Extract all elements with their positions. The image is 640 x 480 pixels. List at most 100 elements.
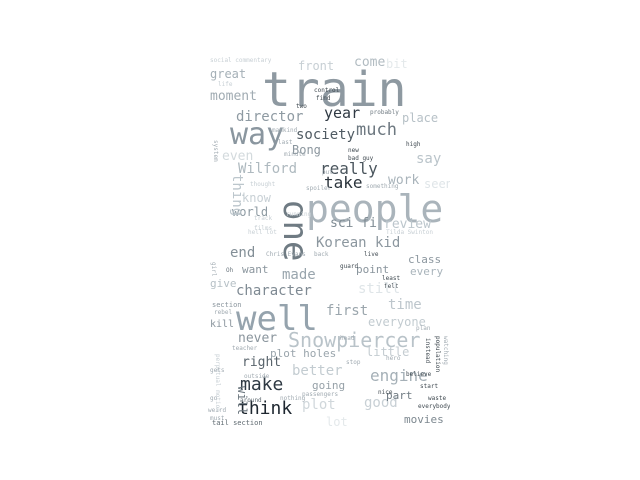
- cloud-word: right: [242, 355, 282, 370]
- cloud-word: lot: [326, 415, 348, 429]
- cloud-word: make: [240, 374, 284, 395]
- cloud-word: head: [340, 335, 355, 342]
- cloud-word: give: [210, 277, 237, 290]
- cloud-word: train: [262, 62, 407, 118]
- cloud-word: social commentary: [210, 57, 272, 64]
- cloud-word: nice: [378, 389, 393, 396]
- cloud-word: every: [410, 265, 444, 278]
- cloud-word: hero: [386, 355, 401, 362]
- cloud-word: minute: [284, 151, 306, 158]
- cloud-word: control: [314, 87, 340, 94]
- cloud-word: great: [210, 67, 247, 81]
- cloud-word: waste: [428, 395, 447, 402]
- cloud-word: rebel: [214, 309, 233, 316]
- cloud-word: mankind: [272, 127, 298, 134]
- cloud-word: thing: [229, 174, 245, 217]
- cloud-word: little: [366, 345, 410, 359]
- cloud-word: really: [320, 159, 378, 178]
- cloud-word: tail section: [212, 419, 263, 427]
- cloud-word: well: [236, 299, 318, 339]
- cloud-word: Tilda Swinton: [386, 229, 433, 236]
- cloud-word: part: [386, 389, 413, 402]
- cloud-word: gets: [210, 367, 225, 374]
- cloud-word: work: [388, 173, 420, 188]
- cloud-word: two: [296, 103, 307, 110]
- cloud-word: engine: [370, 366, 428, 385]
- cloud-word: thought: [250, 181, 276, 188]
- cloud-word: world: [232, 205, 269, 219]
- cloud-word: place: [402, 111, 439, 125]
- cloud-word: bit: [386, 57, 408, 71]
- cloud-word: start: [420, 383, 439, 390]
- cloud-word: bad guy: [348, 155, 374, 162]
- cloud-word: perpetual motion: [214, 354, 221, 412]
- cloud-word: believe: [406, 371, 432, 378]
- cloud-word: teacher: [232, 345, 258, 352]
- cloud-word: review: [384, 217, 431, 232]
- cloud-word: instead: [424, 338, 431, 364]
- cloud-word: good: [364, 395, 398, 411]
- cloud-word: must: [210, 415, 225, 422]
- cloud-word: back: [314, 251, 329, 258]
- cloud-word: say: [416, 151, 442, 167]
- cloud-word: plot holes: [270, 347, 337, 360]
- cloud-word: movies: [404, 413, 444, 426]
- cloud-word: go: [210, 395, 218, 402]
- cloud-word: time: [388, 297, 422, 313]
- word-cloud: train people one well way Snowpiercer think mak…: [206, 50, 450, 430]
- cloud-word: character: [236, 283, 312, 299]
- cloud-word: probably: [370, 109, 399, 116]
- cloud-word: think: [238, 398, 293, 419]
- cloud-word: felt: [384, 283, 399, 290]
- cloud-word: hell lot: [248, 229, 277, 236]
- cloud-word: track: [254, 215, 273, 222]
- cloud-word: something: [366, 183, 399, 190]
- cloud-word: seen: [424, 177, 450, 191]
- cloud-word: running: [286, 211, 312, 218]
- cloud-word: girl: [210, 262, 217, 277]
- cloud-word: live: [364, 251, 379, 258]
- cloud-word: kill: [210, 319, 235, 330]
- cloud-word: films: [254, 225, 273, 232]
- cloud-word: watching: [442, 336, 449, 365]
- cloud-word: life: [218, 81, 233, 88]
- cloud-word: take: [324, 173, 363, 192]
- cloud-word: come: [354, 55, 386, 70]
- cloud-word: never: [238, 331, 278, 346]
- cloud-word: want: [242, 263, 269, 276]
- cloud-word: nothing: [280, 395, 306, 402]
- cloud-word: even: [222, 149, 254, 164]
- cloud-word: passengers: [302, 391, 339, 398]
- cloud-word: plan: [416, 325, 431, 332]
- cloud-word: guard: [340, 263, 359, 270]
- cloud-word: new: [348, 147, 359, 154]
- cloud-word: Snowpiercer: [288, 328, 421, 352]
- cloud-word: Wilford: [238, 161, 298, 177]
- cloud-word: stop: [346, 359, 361, 366]
- cloud-word: least: [382, 275, 401, 282]
- cloud-word: going: [312, 379, 346, 392]
- cloud-word: made: [282, 267, 316, 283]
- cloud-word: moment: [210, 89, 257, 104]
- cloud-word: way: [230, 117, 285, 152]
- cloud-word: system: [212, 140, 219, 162]
- cloud-word: point: [356, 263, 390, 276]
- cloud-word: better: [292, 363, 343, 379]
- cloud-word: front: [298, 59, 335, 73]
- cloud-word: plot: [302, 397, 336, 413]
- cloud-word: population: [434, 336, 441, 373]
- cloud-word: everyone: [368, 315, 426, 329]
- cloud-word: around: [240, 397, 262, 404]
- cloud-word: put: [322, 169, 333, 176]
- cloud-word: sci fi: [330, 216, 377, 231]
- cloud-word: Bong: [292, 143, 321, 157]
- cloud-word: end: [230, 245, 256, 261]
- cloud-word: Korean kid: [316, 235, 401, 251]
- cloud-word: section: [212, 301, 242, 309]
- cloud-word: last: [278, 139, 293, 146]
- cloud-word: director: [236, 109, 304, 125]
- cloud-word: find: [316, 95, 331, 102]
- cloud-word: weird: [208, 407, 227, 414]
- cloud-word: class: [408, 253, 442, 266]
- cloud-word: people: [306, 187, 444, 231]
